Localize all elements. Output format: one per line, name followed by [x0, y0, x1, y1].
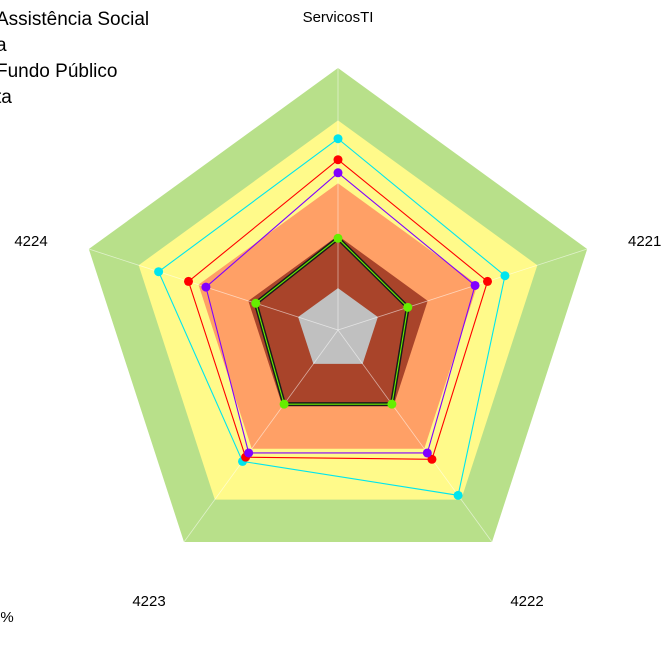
legend-item-3: ta [0, 87, 12, 108]
legend: Assistência Social a Fundo Público ta [0, 9, 149, 108]
spoke-4 [88, 248, 339, 331]
series-0-point-1 [500, 271, 510, 281]
legend-item-2: Fundo Público [0, 61, 117, 82]
spoke-3 [183, 329, 339, 543]
series-0-point-4 [154, 267, 164, 277]
series-1-point-2 [427, 454, 437, 464]
series-3-line [255, 237, 409, 405]
series-2-point-1 [470, 280, 480, 290]
series-3-point-4 [251, 298, 261, 308]
axis-label-layer: ServicosTI 4221 4222 4223 4224 [14, 9, 661, 610]
axis-label-2: 4222 [510, 593, 543, 610]
series-2-point-3 [244, 448, 254, 458]
legend-item-1: a [0, 35, 7, 56]
series-2-point-4 [201, 282, 211, 292]
spoke-1 [337, 248, 588, 331]
spoke-layer [88, 68, 588, 543]
series-3-point-1 [403, 302, 413, 312]
series-layer [154, 134, 510, 500]
series-3-point-0 [333, 233, 343, 243]
axis-label-0: ServicosTI [303, 9, 374, 26]
series-1-point-0 [333, 155, 343, 165]
series-3-point-2 [387, 399, 397, 409]
series-1-line [187, 158, 489, 460]
series-0-line [157, 138, 506, 496]
series-0-point-2 [453, 490, 463, 500]
percent-label: 0% [0, 609, 14, 626]
series-1-point-1 [483, 276, 493, 286]
series-3-point-3 [279, 399, 289, 409]
series-2-point-0 [333, 168, 343, 178]
axis-label-3: 4223 [132, 593, 165, 610]
series-2-point-2 [422, 448, 432, 458]
series-2-line [205, 172, 476, 454]
legend-item-0: Assistência Social [0, 9, 149, 30]
series-0-point-0 [333, 134, 343, 144]
spoke-2 [337, 329, 493, 543]
axis-label-4: 4224 [14, 233, 47, 250]
axis-label-1: 4221 [628, 233, 661, 250]
series-1-point-4 [183, 276, 193, 286]
